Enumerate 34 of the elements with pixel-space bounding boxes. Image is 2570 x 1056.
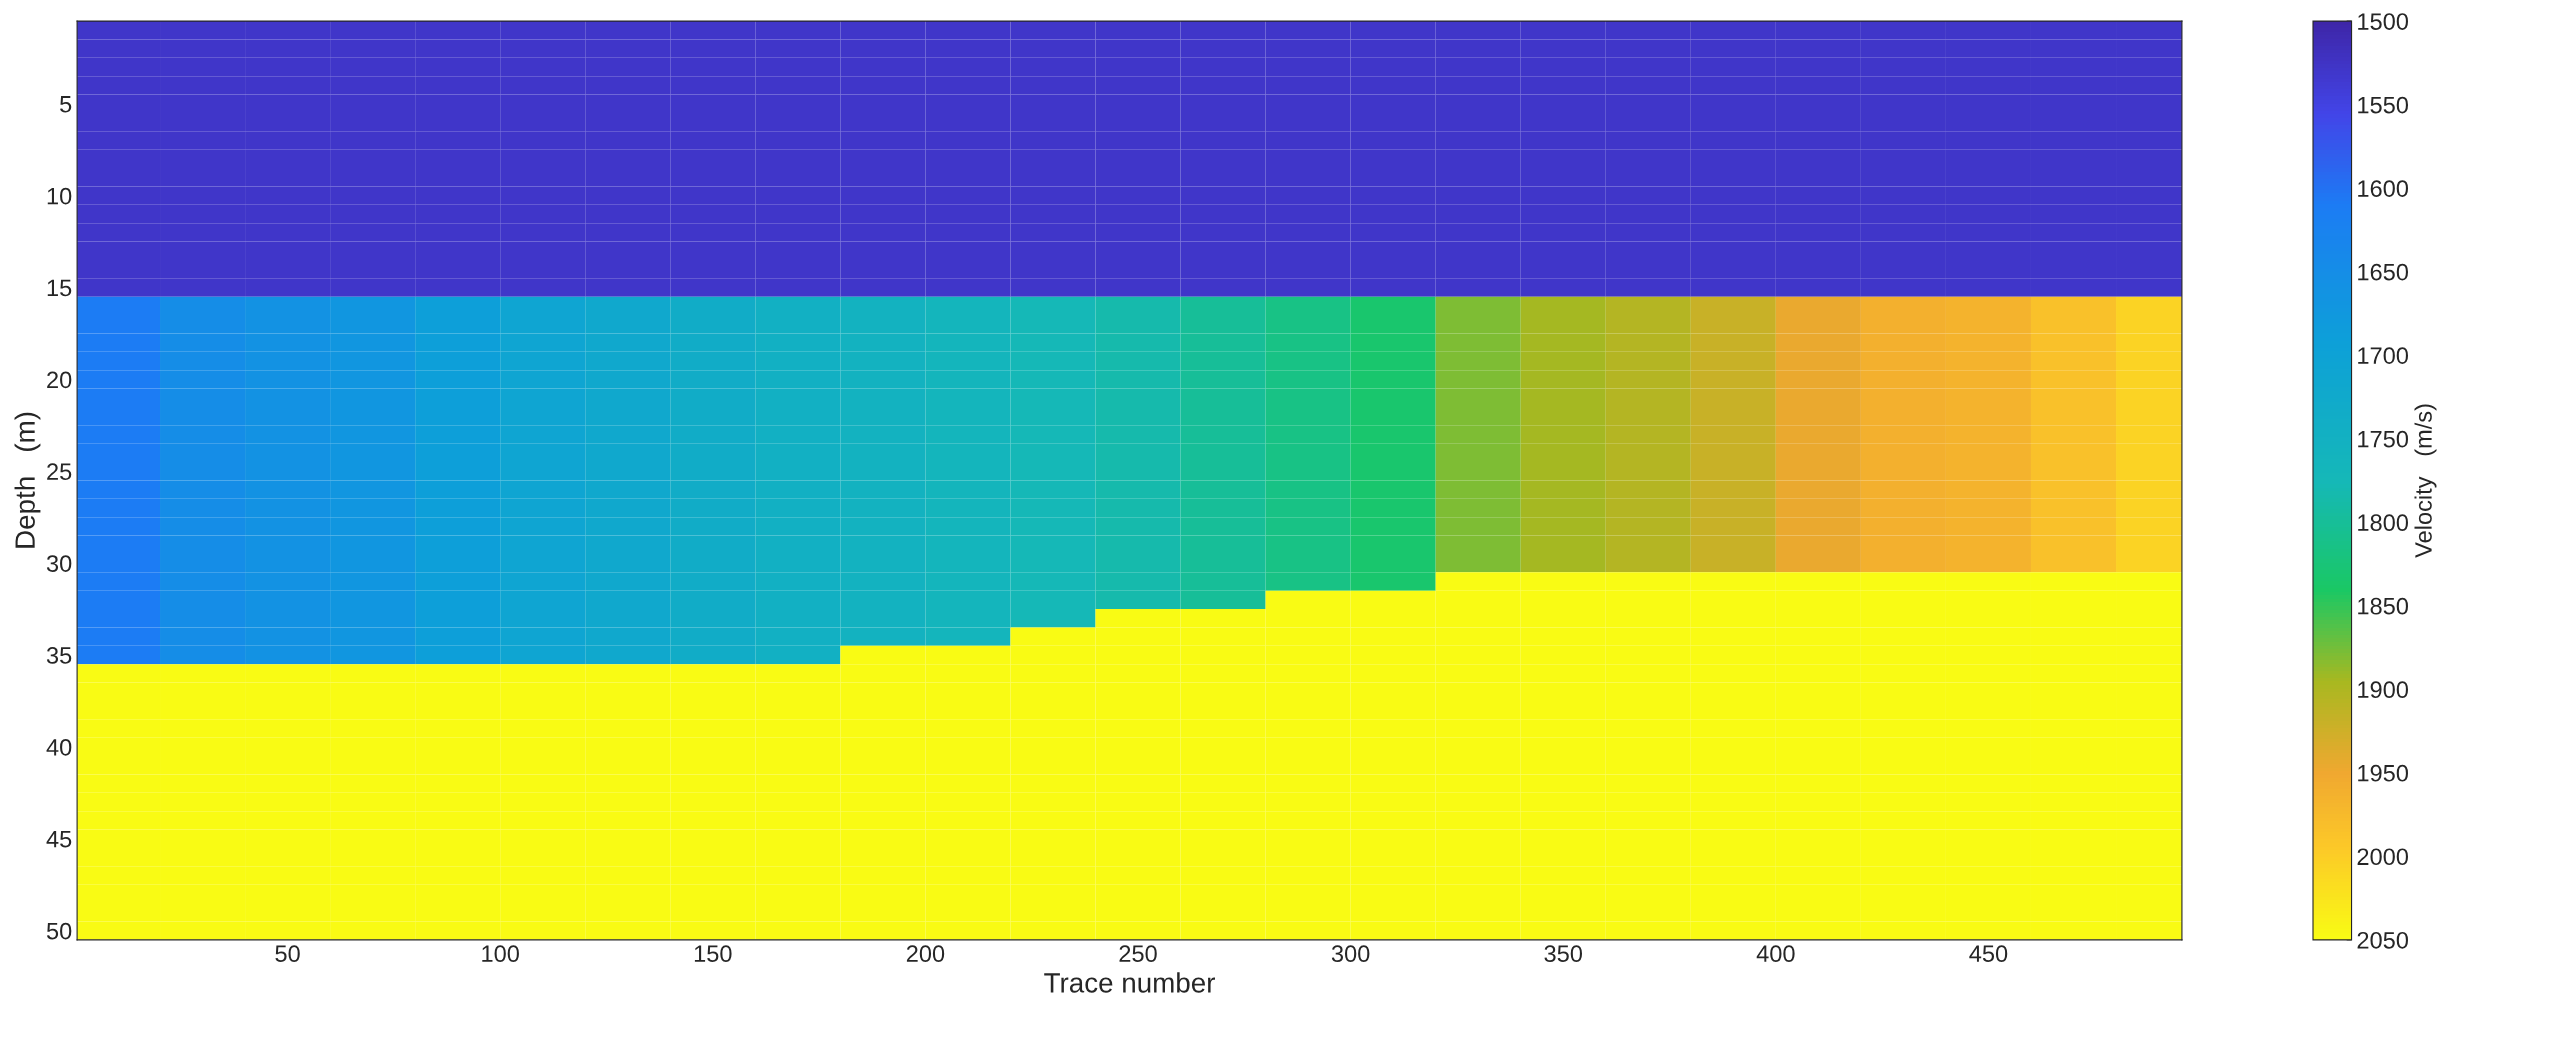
y-tick-label: 25 [47, 463, 72, 481]
x-tick-label: 50 [275, 945, 300, 963]
color-bar-label: 2050 [2357, 931, 2409, 949]
color-bar-label: 1500 [2358, 13, 2409, 30]
color-bar-title: Velocity (m/s) [2414, 404, 2437, 558]
color-bar-label: 1550 [2358, 96, 2409, 114]
color-bar-label: 1650 [2358, 263, 2409, 281]
color-bar-label: 1700 [2358, 347, 2409, 364]
x-tick-label: 450 [1969, 945, 2008, 963]
y-tick-label: 15 [47, 279, 72, 297]
color-bar-label: 1900 [2358, 681, 2409, 699]
x-tick-label: 150 [694, 945, 732, 963]
color-bar-label: 1950 [2358, 764, 2409, 782]
color-bar-label: 1850 [2358, 597, 2409, 615]
y-tick-label: 5 [60, 96, 72, 113]
y-tick-label: 40 [46, 738, 72, 756]
y-tick-label: 20 [47, 371, 72, 389]
color-bar-label: 1600 [2358, 180, 2409, 197]
x-tick-label: 250 [1119, 945, 1157, 963]
color-bar-label: 1800 [2358, 514, 2409, 532]
y-tick-label: 10 [47, 187, 72, 205]
x-axis-title: Trace number [1044, 972, 1215, 993]
x-tick-label: 300 [1331, 945, 1370, 963]
x-tick-label: 350 [1544, 945, 1583, 963]
y-tick-label: 30 [46, 555, 72, 572]
y-tick-label: 50 [46, 922, 72, 940]
y-tick-label: 45 [46, 831, 72, 848]
x-tick-label: 100 [482, 945, 519, 963]
x-tick-label: 400 [1756, 945, 1795, 963]
y-tick-label: 35 [46, 647, 72, 664]
x-tick-label: 200 [906, 945, 945, 963]
color-bar-label: 1750 [2358, 430, 2409, 448]
y-axis-title: Depth (m) [14, 412, 41, 548]
color-bar-label: 2000 [2357, 848, 2409, 866]
